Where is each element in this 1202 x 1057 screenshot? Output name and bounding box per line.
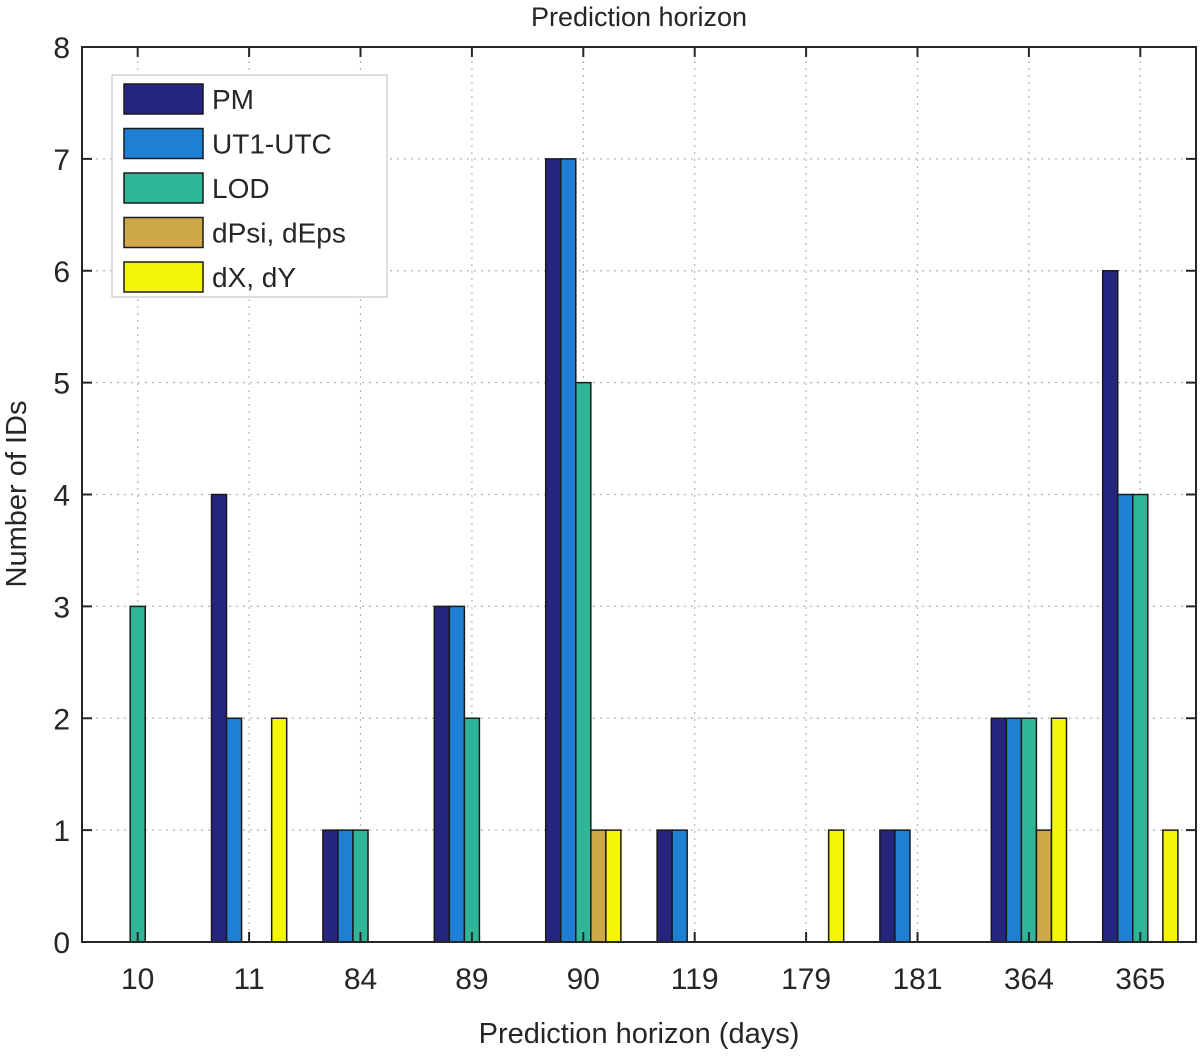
- bar-pm-119: [656, 829, 673, 943]
- bar-dx-dy-365: [1162, 829, 1179, 943]
- bar-dx-dy-364: [1050, 717, 1068, 943]
- x-tick-label: 89: [455, 963, 488, 996]
- bar-ut1-utc-90: [559, 158, 577, 943]
- y-tick-label: 5: [53, 368, 70, 401]
- bar-ut1-utc-11: [225, 717, 243, 943]
- y-tick-label: 6: [53, 256, 70, 289]
- legend-swatch: [123, 261, 204, 293]
- bar-pm-181: [879, 829, 896, 943]
- legend-swatch: [123, 172, 204, 204]
- bar-lod-84: [352, 829, 369, 943]
- y-tick-label: 4: [53, 480, 70, 513]
- bar-ut1-utc-119: [671, 829, 688, 943]
- bar-dpsi-deps-90: [590, 829, 607, 943]
- bar-dx-dy-11: [270, 717, 288, 943]
- legend-swatch: [123, 127, 204, 160]
- legend-label: UT1-UTC: [212, 129, 332, 160]
- bar-lod-89: [463, 717, 481, 943]
- x-tick-label: 11: [234, 963, 265, 996]
- legend-label: LOD: [212, 173, 270, 204]
- legend-swatch: [123, 83, 204, 115]
- bar-dpsi-deps-364: [1035, 829, 1053, 943]
- y-tick-label: 3: [53, 591, 70, 624]
- bar-ut1-utc-181: [894, 829, 911, 943]
- x-tick-label: 364: [1004, 963, 1054, 996]
- x-tick-label: 181: [892, 963, 942, 996]
- bar-pm-364: [990, 717, 1008, 943]
- bar-pm-89: [433, 605, 451, 943]
- bar-pm-90: [544, 158, 562, 943]
- y-tick-label: 8: [53, 32, 70, 65]
- x-tick-label: 365: [1115, 963, 1165, 996]
- x-axis-label: Prediction horizon (days): [479, 1018, 800, 1050]
- x-tick-label: 10: [121, 963, 154, 996]
- legend: PM UT1-UTC LOD dPsi, dEps dX, dY: [111, 74, 388, 298]
- bar-pm-365: [1101, 270, 1119, 943]
- bar-lod-90: [575, 381, 592, 943]
- y-axis-label: Number of IDs: [1, 401, 33, 588]
- y-tick-label: 7: [53, 144, 70, 177]
- legend-label: dX, dY: [212, 262, 296, 293]
- bar-ut1-utc-365: [1116, 493, 1134, 943]
- bar-ut1-utc-364: [1005, 717, 1023, 943]
- bar-pm-11: [210, 493, 228, 943]
- axis-ticks: 0 1 2 3 4 5 6 7 8 10 11 84 89 90 119 179 181 364 365: [53, 32, 1196, 996]
- bar-ut1-utc-89: [448, 605, 466, 943]
- bar-dx-dy-179: [827, 829, 845, 943]
- bar-lod-364: [1020, 717, 1038, 943]
- bar-lod-10: [129, 605, 146, 943]
- x-tick-label: 84: [344, 963, 377, 996]
- legend-label: dPsi, dEps: [212, 218, 346, 249]
- bar-dx-dy-90: [605, 829, 622, 943]
- bar-pm-84: [322, 829, 339, 943]
- bar-lod-365: [1132, 493, 1149, 943]
- y-tick-label: 2: [53, 703, 70, 736]
- bar-ut1-utc-84: [337, 829, 354, 943]
- x-tick-label: 90: [567, 963, 600, 996]
- y-tick-label: 1: [53, 815, 70, 848]
- x-tick-label: 119: [671, 963, 719, 996]
- legend-label: PM: [212, 84, 254, 115]
- chart-title: Prediction horizon: [531, 2, 747, 32]
- y-tick-label: 0: [53, 927, 70, 960]
- legend-swatch: [123, 216, 204, 249]
- x-tick-label: 179: [781, 963, 831, 996]
